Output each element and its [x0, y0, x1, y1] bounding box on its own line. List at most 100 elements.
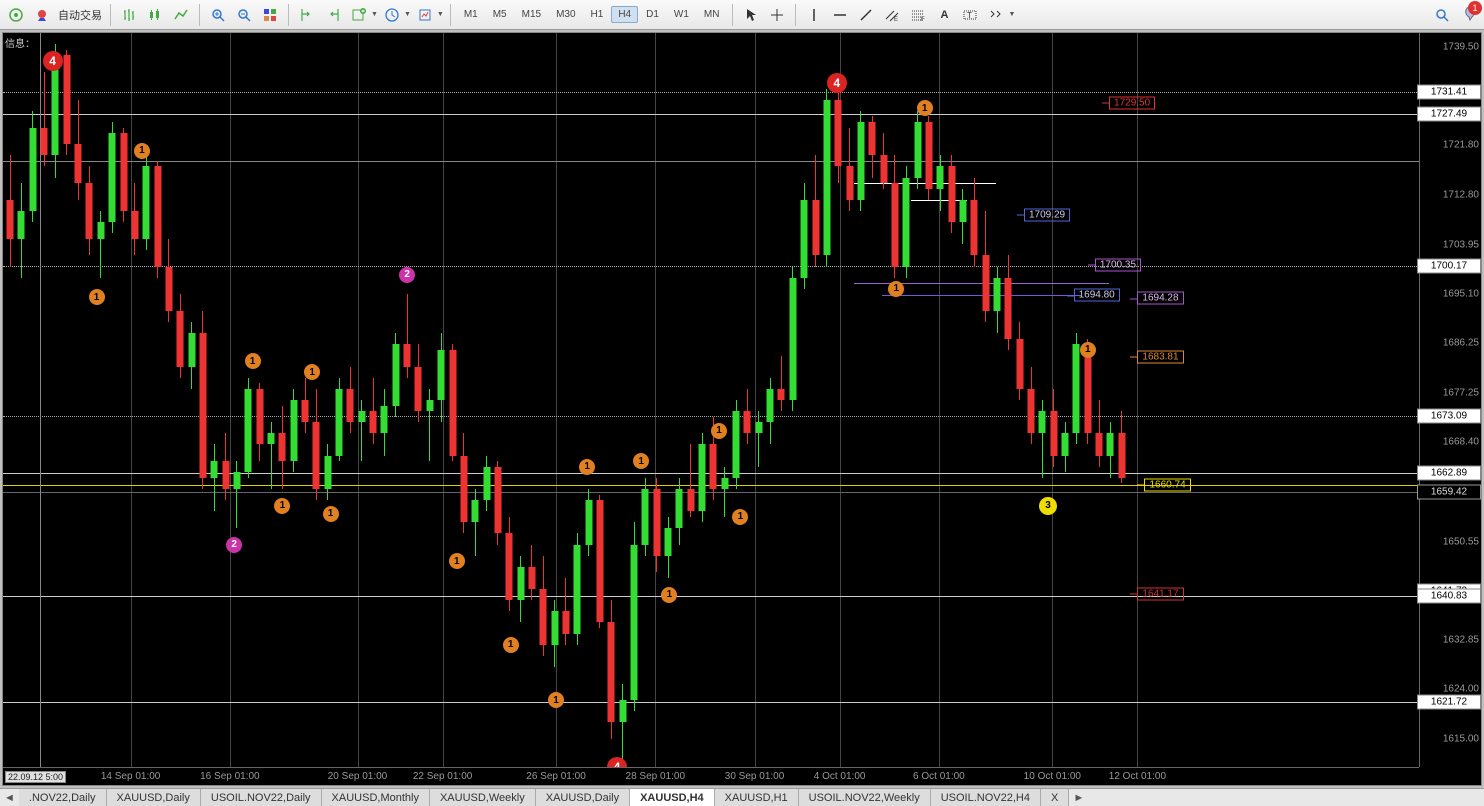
tab-usoil-nov22-h4[interactable]: USOIL.NOV22,H4 [931, 789, 1041, 806]
timeframe-h4[interactable]: H4 [611, 6, 638, 23]
wave-marker[interactable]: 1 [888, 281, 904, 297]
price-label[interactable]: 1694.28 [1137, 292, 1183, 305]
tab-usoil-nov22-daily[interactable]: USOIL.NOV22,Daily [201, 789, 322, 806]
new-chart-icon[interactable] [347, 3, 371, 27]
tab-scroll-right[interactable]: ► [1069, 789, 1088, 806]
bar-chart-icon[interactable] [117, 3, 141, 27]
timeframe-w1[interactable]: W1 [667, 6, 696, 23]
wave-marker[interactable]: 1 [449, 553, 465, 569]
tab-usoil-nov22-weekly[interactable]: USOIL.NOV22,Weekly [799, 789, 931, 806]
tile-windows-icon[interactable] [258, 3, 282, 27]
wave-marker[interactable]: 1 [503, 637, 519, 653]
wave-marker[interactable]: 2 [399, 267, 415, 283]
tab-xauusd-daily[interactable]: XAUUSD,Daily [536, 789, 630, 806]
wave-marker[interactable]: 1 [274, 498, 290, 514]
dropdown-arrow-icon[interactable]: ▼ [404, 11, 411, 18]
objects-icon[interactable] [984, 3, 1008, 27]
notifications-icon[interactable]: 1 [1456, 3, 1480, 27]
candle [302, 378, 309, 434]
horizontal-line[interactable] [3, 702, 1419, 703]
shift-icon[interactable] [295, 3, 319, 27]
wave-marker[interactable]: 4 [43, 51, 63, 71]
wave-marker[interactable]: 1 [633, 453, 649, 469]
auto-trade-button[interactable] [30, 3, 54, 27]
price-label[interactable]: 1709.29 [1024, 208, 1070, 221]
wave-marker[interactable]: 1 [134, 143, 150, 159]
timeframe-d1[interactable]: D1 [639, 6, 666, 23]
candle-chart-icon[interactable] [143, 3, 167, 27]
candle [562, 578, 569, 645]
candle [1062, 422, 1069, 472]
periodicity-icon[interactable] [380, 3, 404, 27]
chart-area[interactable]: 信息： 411211112111141111411311729.501709.2… [2, 32, 1482, 786]
price-label[interactable]: 1660.74 [1144, 478, 1190, 491]
wave-marker[interactable]: 1 [304, 364, 320, 380]
timeframe-h1[interactable]: H1 [584, 6, 611, 23]
wave-marker[interactable]: 1 [245, 353, 261, 369]
wave-marker[interactable]: 1 [323, 506, 339, 522]
timeframe-m5[interactable]: M5 [486, 6, 514, 23]
wave-marker[interactable]: 1 [89, 289, 105, 305]
price-label[interactable]: 1683.81 [1137, 350, 1183, 363]
timeframe-m15[interactable]: M15 [515, 6, 548, 23]
timeframe-m30[interactable]: M30 [549, 6, 582, 23]
text-icon[interactable]: A [932, 3, 956, 27]
wave-marker[interactable]: 1 [548, 692, 564, 708]
horizontal-line-icon[interactable] [828, 3, 852, 27]
wave-marker[interactable]: 4 [827, 73, 847, 93]
trendline-icon[interactable] [854, 3, 878, 27]
vertical-line-icon[interactable] [802, 3, 826, 27]
y-axis-marker: 1727.49 [1417, 106, 1481, 121]
price-label[interactable]: 1641.17 [1137, 587, 1183, 600]
tab-scroll-left[interactable]: ◄ [0, 789, 19, 806]
wave-marker[interactable]: 1 [1080, 342, 1096, 358]
autoscroll-icon[interactable] [321, 3, 345, 27]
tab-xauusd-monthly[interactable]: XAUUSD,Monthly [322, 789, 430, 806]
dropdown-arrow-icon[interactable]: ▼ [1008, 11, 1015, 18]
wave-marker[interactable]: 3 [1039, 497, 1057, 515]
x-tick-label: 20 Sep 01:00 [328, 771, 388, 782]
tab-xauusd-h4[interactable]: XAUUSD,H4 [630, 789, 715, 806]
equidistant-channel-icon[interactable]: E [880, 3, 904, 27]
wave-marker[interactable]: 1 [579, 459, 595, 475]
zoom-out-icon[interactable] [232, 3, 256, 27]
navigator-icon[interactable] [4, 3, 28, 27]
candle [517, 556, 524, 623]
horizontal-line[interactable] [3, 114, 1419, 115]
zoom-in-icon[interactable] [206, 3, 230, 27]
x-tick-label: 26 Sep 01:00 [526, 771, 586, 782]
timeframe-mn[interactable]: MN [697, 6, 727, 23]
tab-xauusd-weekly[interactable]: XAUUSD,Weekly [430, 789, 536, 806]
wave-marker[interactable]: 2 [226, 537, 242, 553]
price-label[interactable]: 1729.50 [1109, 96, 1155, 109]
dropdown-arrow-icon[interactable]: ▼ [437, 11, 444, 18]
crosshair-icon[interactable] [765, 3, 789, 27]
tab-xauusd-daily[interactable]: XAUUSD,Daily [107, 789, 201, 806]
fibonacci-icon[interactable]: F [906, 3, 930, 27]
tab-x[interactable]: X [1041, 789, 1069, 806]
y-tick-label: 1739.50 [1443, 41, 1479, 52]
tab-xauusd-h1[interactable]: XAUUSD,H1 [715, 789, 799, 806]
wave-marker[interactable]: 1 [732, 509, 748, 525]
template-icon[interactable] [413, 3, 437, 27]
y-tick-label: 1695.10 [1443, 288, 1479, 299]
horizontal-line[interactable] [3, 92, 1419, 93]
wave-marker[interactable]: 1 [917, 100, 933, 116]
horizontal-line[interactable] [3, 266, 1419, 267]
dropdown-arrow-icon[interactable]: ▼ [371, 11, 378, 18]
price-label[interactable]: 1700.35 [1095, 258, 1141, 271]
price-label[interactable]: 1694.80 [1074, 289, 1120, 302]
candle [744, 389, 751, 445]
text-label-icon[interactable]: T [958, 3, 982, 27]
search-icon[interactable] [1430, 3, 1454, 27]
timeframe-m1[interactable]: M1 [457, 6, 485, 23]
wave-marker[interactable]: 1 [661, 587, 677, 603]
line-chart-icon[interactable] [169, 3, 193, 27]
chart-canvas[interactable]: 411211112111141111411311729.501709.29170… [3, 33, 1419, 767]
cursor-icon[interactable] [739, 3, 763, 27]
horizontal-line[interactable] [3, 596, 1419, 597]
tab--nov22-daily[interactable]: .NOV22,Daily [19, 789, 107, 806]
candle [767, 378, 774, 445]
wave-marker[interactable]: 1 [711, 423, 727, 439]
candle [1005, 255, 1012, 350]
